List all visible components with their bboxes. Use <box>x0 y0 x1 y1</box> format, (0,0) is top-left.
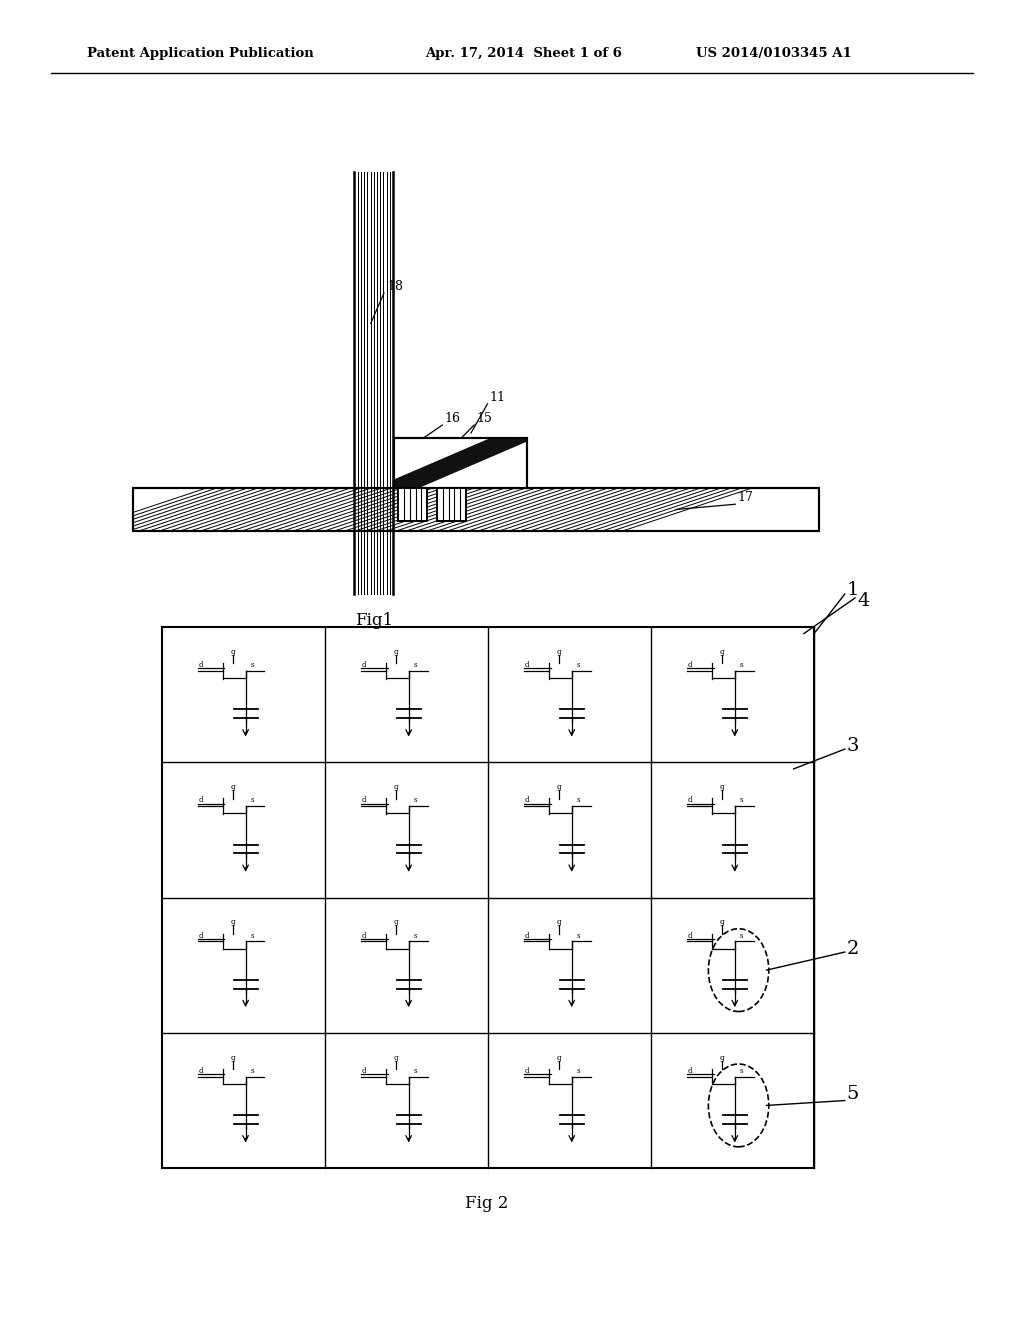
Text: 11: 11 <box>489 391 506 404</box>
Text: s: s <box>577 1067 581 1074</box>
Text: d: d <box>199 661 203 669</box>
Text: US 2014/0103345 A1: US 2014/0103345 A1 <box>696 48 852 59</box>
Text: s: s <box>740 1067 743 1074</box>
Text: Fig1: Fig1 <box>354 612 393 628</box>
Text: s: s <box>251 796 254 804</box>
Text: g: g <box>720 919 724 927</box>
Text: s: s <box>740 932 743 940</box>
Text: s: s <box>577 796 581 804</box>
Text: g: g <box>230 1053 236 1061</box>
Text: d: d <box>525 661 529 669</box>
Text: 16: 16 <box>444 412 461 425</box>
Text: 18: 18 <box>387 280 403 293</box>
Text: d: d <box>688 1067 692 1074</box>
Text: s: s <box>577 661 581 669</box>
Text: g: g <box>556 783 561 791</box>
Text: d: d <box>361 932 367 940</box>
Text: 4: 4 <box>857 591 869 610</box>
Text: d: d <box>525 1067 529 1074</box>
Text: g: g <box>393 919 398 927</box>
Bar <box>133 488 819 531</box>
Text: d: d <box>688 796 692 804</box>
Text: 5: 5 <box>847 1085 859 1104</box>
Text: d: d <box>199 1067 203 1074</box>
Text: g: g <box>556 919 561 927</box>
Bar <box>162 627 814 1168</box>
Text: d: d <box>361 661 367 669</box>
Text: g: g <box>230 919 236 927</box>
Text: s: s <box>414 932 417 940</box>
Bar <box>437 488 466 521</box>
Text: d: d <box>361 796 367 804</box>
Text: 1: 1 <box>847 581 859 599</box>
Text: Fig 2: Fig 2 <box>465 1196 508 1212</box>
Text: s: s <box>577 932 581 940</box>
Bar <box>394 438 527 488</box>
Text: g: g <box>720 648 724 656</box>
Text: g: g <box>556 1053 561 1061</box>
Text: d: d <box>199 932 203 940</box>
Text: s: s <box>414 661 417 669</box>
Text: s: s <box>740 796 743 804</box>
Text: g: g <box>720 783 724 791</box>
Text: 15: 15 <box>476 412 493 425</box>
Text: d: d <box>525 932 529 940</box>
Bar <box>398 488 427 521</box>
Text: d: d <box>525 796 529 804</box>
Text: d: d <box>688 932 692 940</box>
Text: g: g <box>230 783 236 791</box>
Text: d: d <box>361 1067 367 1074</box>
Text: s: s <box>251 932 254 940</box>
Text: g: g <box>720 1053 724 1061</box>
Bar <box>437 488 466 521</box>
Text: g: g <box>556 648 561 656</box>
Text: s: s <box>251 1067 254 1074</box>
Text: 17: 17 <box>737 491 754 504</box>
Text: 2: 2 <box>847 940 859 958</box>
Text: s: s <box>414 1067 417 1074</box>
Text: s: s <box>740 661 743 669</box>
Text: g: g <box>230 648 236 656</box>
Text: Patent Application Publication: Patent Application Publication <box>87 48 313 59</box>
Text: s: s <box>414 796 417 804</box>
Bar <box>133 488 819 531</box>
Text: Apr. 17, 2014  Sheet 1 of 6: Apr. 17, 2014 Sheet 1 of 6 <box>425 48 622 59</box>
Text: g: g <box>393 1053 398 1061</box>
Text: d: d <box>688 661 692 669</box>
Text: g: g <box>393 648 398 656</box>
Bar <box>398 488 427 521</box>
Text: 3: 3 <box>847 738 859 755</box>
Text: g: g <box>393 783 398 791</box>
Text: s: s <box>251 661 254 669</box>
Text: d: d <box>199 796 203 804</box>
Bar <box>394 438 527 488</box>
